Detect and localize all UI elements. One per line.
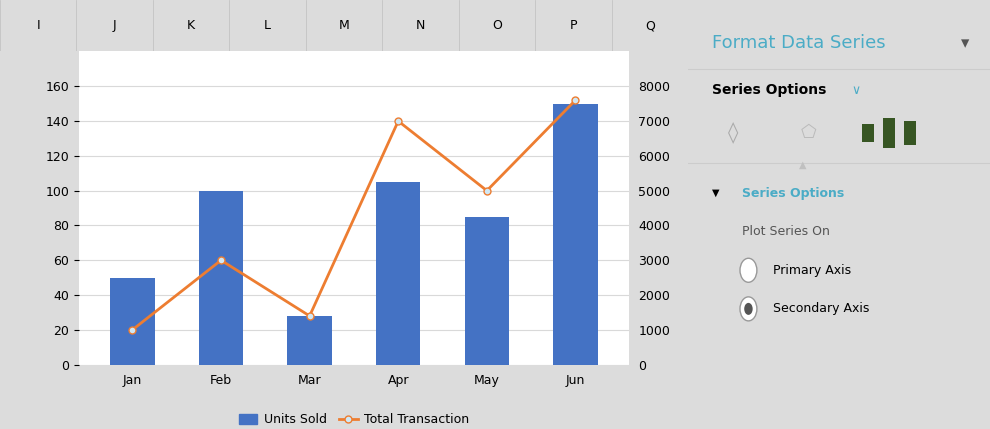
Text: ▾: ▾ bbox=[960, 34, 969, 52]
Bar bbox=[199, 190, 244, 365]
Text: O: O bbox=[492, 19, 502, 32]
FancyBboxPatch shape bbox=[861, 124, 874, 142]
Circle shape bbox=[744, 303, 752, 315]
Text: J: J bbox=[113, 19, 117, 32]
Circle shape bbox=[740, 258, 757, 282]
Text: ◊: ◊ bbox=[729, 122, 739, 144]
Text: K: K bbox=[187, 19, 195, 32]
FancyBboxPatch shape bbox=[904, 121, 916, 145]
Text: Primary Axis: Primary Axis bbox=[772, 264, 850, 277]
Text: ∨: ∨ bbox=[851, 84, 860, 97]
Circle shape bbox=[740, 297, 757, 321]
Text: I: I bbox=[37, 19, 40, 32]
Text: P: P bbox=[569, 19, 577, 32]
FancyBboxPatch shape bbox=[883, 118, 895, 148]
Text: ⬠: ⬠ bbox=[801, 124, 817, 142]
Text: Secondary Axis: Secondary Axis bbox=[772, 302, 869, 315]
Text: Format Data Series: Format Data Series bbox=[712, 34, 886, 52]
Bar bbox=[287, 316, 332, 365]
Bar bbox=[376, 182, 421, 365]
Text: Q: Q bbox=[644, 19, 654, 32]
Text: M: M bbox=[339, 19, 349, 32]
Text: ▲: ▲ bbox=[799, 160, 807, 170]
Bar bbox=[553, 104, 598, 365]
Bar bbox=[110, 278, 154, 365]
Text: ▼: ▼ bbox=[712, 188, 720, 198]
Text: Plot Series On: Plot Series On bbox=[742, 225, 831, 238]
Text: L: L bbox=[264, 19, 271, 32]
Text: N: N bbox=[416, 19, 425, 32]
Bar bbox=[464, 217, 509, 365]
Text: Series Options: Series Options bbox=[712, 83, 827, 97]
Legend: Units Sold, Total Transaction: Units Sold, Total Transaction bbox=[234, 408, 474, 429]
Text: Series Options: Series Options bbox=[742, 187, 844, 199]
